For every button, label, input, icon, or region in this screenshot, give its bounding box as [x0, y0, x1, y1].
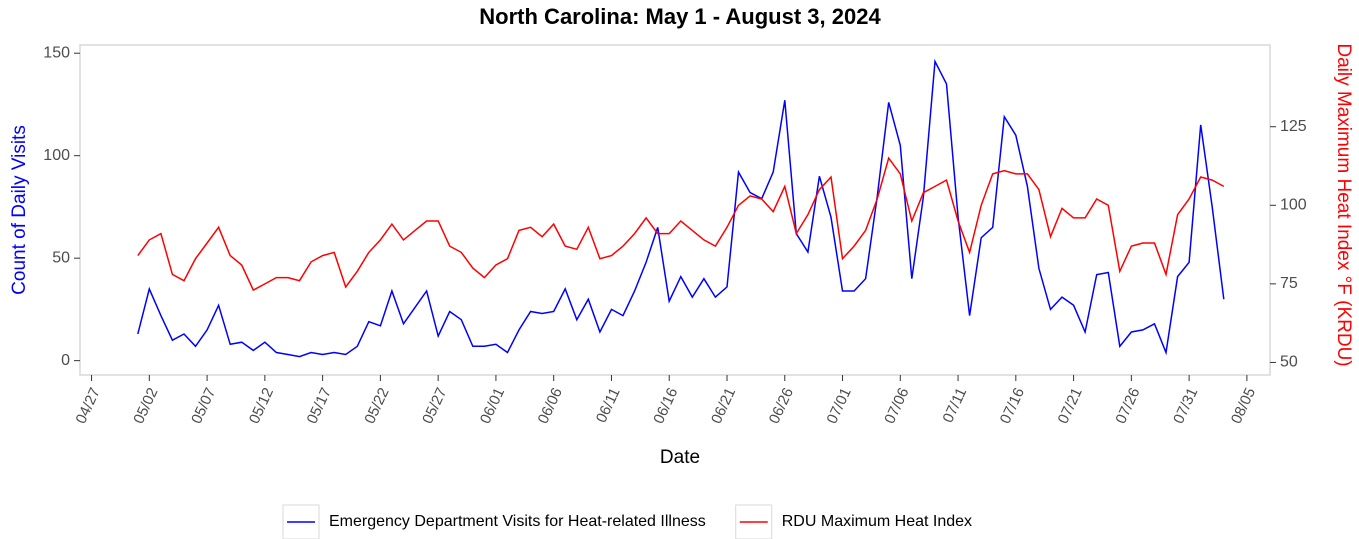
x-tick-label: 06/21: [708, 385, 739, 426]
x-tick-label: 05/17: [304, 385, 335, 426]
x-tick-label: 05/27: [419, 385, 450, 426]
x-tick-label: 08/05: [1228, 385, 1259, 426]
x-tick-label: 05/12: [246, 385, 277, 426]
x-tick-label: 07/26: [1112, 385, 1143, 426]
x-axis-label: Date: [660, 447, 700, 468]
y-axis-label: Count of Daily Visits: [9, 125, 30, 295]
x-tick-label: 07/06: [881, 385, 912, 426]
x-tick-label: 06/06: [535, 385, 566, 426]
plot-border: [79, 44, 1271, 376]
x-tick-label: 06/16: [650, 385, 681, 426]
y-tick-label: 150: [43, 44, 70, 61]
chart-title: North Carolina: May 1 - August 3, 2024: [479, 4, 881, 29]
x-tick-label: 06/01: [477, 385, 508, 426]
y-tick-label: 50: [52, 249, 70, 266]
y2-tick-label: 50: [1280, 354, 1298, 371]
y-tick-label: 100: [43, 147, 70, 164]
x-tick-label: 05/02: [130, 385, 161, 426]
x-tick-label: 07/31: [1170, 385, 1201, 426]
x-tick-label: 05/22: [361, 385, 392, 426]
x-tick-label: 05/07: [188, 385, 219, 426]
x-tick-label: 07/01: [823, 385, 854, 426]
series-line: [137, 58, 1225, 358]
legend-label: Emergency Department Visits for Heat-rel…: [329, 513, 706, 530]
y2-tick-label: 125: [1280, 118, 1307, 135]
y2-axis-label: Daily Maximum Heat Index °F (KRDU): [1333, 43, 1354, 366]
x-tick-label: 07/21: [1055, 385, 1086, 426]
x-tick-label: 06/11: [593, 385, 624, 425]
series-line: [137, 156, 1225, 292]
y2-tick-label: 75: [1280, 275, 1298, 292]
x-tick-label: 07/16: [997, 385, 1028, 426]
x-tick-label: 07/11: [939, 385, 970, 425]
x-tick-label: 06/26: [766, 385, 797, 426]
y2-tick-label: 100: [1280, 197, 1307, 214]
x-tick-label: 04/27: [73, 385, 104, 426]
y-tick-label: 0: [61, 352, 70, 369]
legend-label: RDU Maximum Heat Index: [782, 513, 972, 530]
